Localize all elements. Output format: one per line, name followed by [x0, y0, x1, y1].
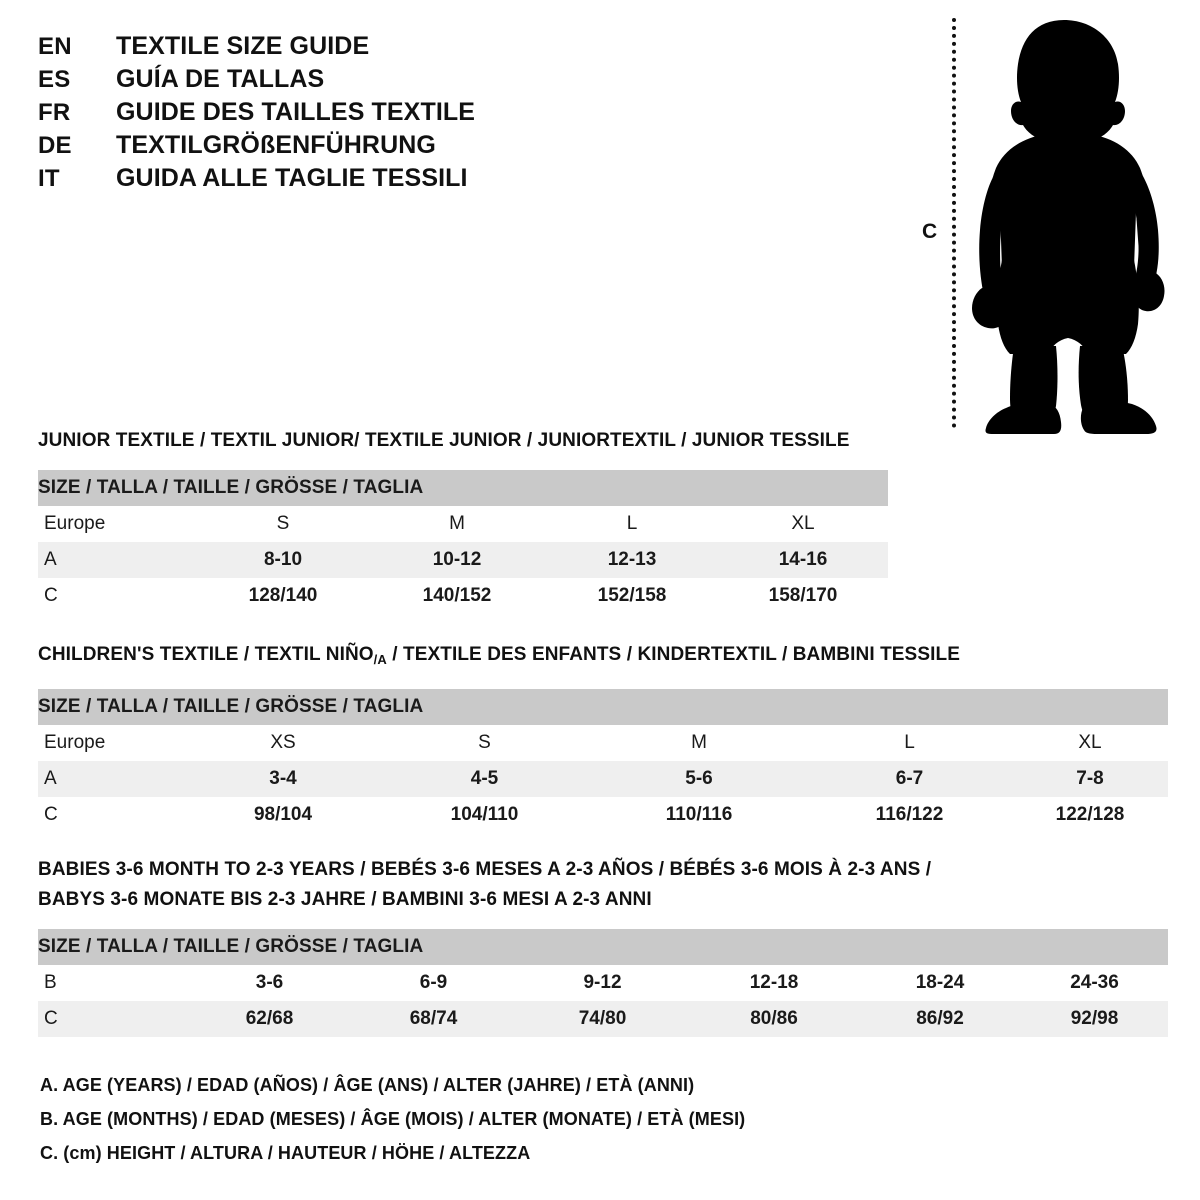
- babies-section-heading-line1: BABIES 3-6 MONTH TO 2-3 YEARS / BEBÉS 3-…: [38, 859, 932, 880]
- junior-size-l: L: [546, 506, 718, 542]
- legend-line-c: C. (cm) HEIGHT / ALTURA / HAUTEUR / HÖHE…: [40, 1143, 531, 1163]
- babies-age-col3: 9-12: [516, 965, 689, 1001]
- babies-row-label-b: B: [38, 965, 188, 1001]
- babies-age-col5: 18-24: [859, 965, 1021, 1001]
- height-dotted-line: [952, 18, 956, 428]
- babies-height-col5: 86/92: [859, 1001, 1021, 1037]
- babies-section-heading-line2: BABYS 3-6 MONATE BIS 2-3 JAHRE / BAMBINI…: [38, 889, 652, 910]
- children-section-heading: CHILDREN'S TEXTILE / TEXTIL NIÑO/A / TEX…: [38, 640, 1168, 675]
- children-age-xl: 7-8: [1012, 761, 1168, 797]
- babies-size-table: SIZE / TALLA / TAILLE / GRÖSSE / TAGLIA …: [38, 929, 1168, 1037]
- junior-size-m: M: [368, 506, 546, 542]
- babies-height-col2: 68/74: [351, 1001, 516, 1037]
- babies-section: BABIES 3-6 MONTH TO 2-3 YEARS / BEBÉS 3-…: [38, 855, 1168, 1037]
- junior-age-s: 8-10: [198, 542, 368, 578]
- language-code-en: EN: [38, 33, 72, 60]
- language-row-it: IT GUIDA ALLE TAGLIE TESSILI: [38, 164, 558, 197]
- legend-line-b: B. AGE (MONTHS) / EDAD (MESES) / ÂGE (MO…: [40, 1109, 746, 1129]
- junior-section-heading: JUNIOR TEXTILE / TEXTIL JUNIOR/ TEXTILE …: [38, 430, 850, 451]
- children-size-xs: XS: [188, 725, 378, 761]
- table-row: Europe S M L XL: [38, 506, 888, 542]
- children-heading-subscript: /A: [373, 652, 387, 667]
- junior-height-xl: 158/170: [718, 578, 888, 614]
- height-measure-label: C: [922, 220, 938, 243]
- language-code-fr: FR: [38, 99, 71, 126]
- language-code-it: IT: [38, 165, 60, 192]
- children-heading-pre: CHILDREN'S TEXTILE / TEXTIL NIÑO: [38, 644, 374, 665]
- junior-height-s: 128/140: [198, 578, 368, 614]
- children-height-xs: 98/104: [188, 797, 378, 833]
- children-row-label-c: C: [38, 797, 188, 833]
- babies-table-band-row: SIZE / TALLA / TAILLE / GRÖSSE / TAGLIA: [38, 929, 1168, 965]
- language-code-es: ES: [38, 66, 71, 93]
- language-row-en: EN TEXTILE SIZE GUIDE: [38, 32, 558, 65]
- language-title-block: EN TEXTILE SIZE GUIDE ES GUÍA DE TALLAS …: [38, 32, 558, 197]
- babies-age-col1: 3-6: [188, 965, 351, 1001]
- table-row: C 62/68 68/74 74/80 80/86 86/92 92/98: [38, 1001, 1168, 1037]
- children-age-l: 6-7: [807, 761, 1012, 797]
- language-title-it: GUIDA ALLE TAGLIE TESSILI: [116, 164, 468, 192]
- children-size-s: S: [378, 725, 591, 761]
- babies-height-col6: 92/98: [1021, 1001, 1168, 1037]
- language-row-de: DE TEXTILGRÖßENFÜHRUNG: [38, 131, 558, 164]
- junior-row-label-europe: Europe: [38, 506, 198, 542]
- babies-band-label: SIZE / TALLA / TAILLE / GRÖSSE / TAGLIA: [38, 929, 1168, 965]
- children-age-m: 5-6: [591, 761, 807, 797]
- children-table-band-row: SIZE / TALLA / TAILLE / GRÖSSE / TAGLIA: [38, 689, 1168, 725]
- junior-row-label-c: C: [38, 578, 198, 614]
- junior-height-l: 152/158: [546, 578, 718, 614]
- children-height-m: 110/116: [591, 797, 807, 833]
- children-band-label: SIZE / TALLA / TAILLE / GRÖSSE / TAGLIA: [38, 689, 1168, 725]
- table-row: B 3-6 6-9 9-12 12-18 18-24 24-36: [38, 965, 1168, 1001]
- junior-size-table: SIZE / TALLA / TAILLE / GRÖSSE / TAGLIA …: [38, 470, 888, 614]
- children-age-xs: 3-4: [188, 761, 378, 797]
- babies-age-col6: 24-36: [1021, 965, 1168, 1001]
- table-row: A 8-10 10-12 12-13 14-16: [38, 542, 888, 578]
- language-title-es: GUÍA DE TALLAS: [116, 65, 325, 93]
- junior-section: JUNIOR TEXTILE / TEXTIL JUNIOR/ TEXTILE …: [38, 426, 888, 614]
- children-row-label-a: A: [38, 761, 188, 797]
- junior-age-m: 10-12: [368, 542, 546, 578]
- babies-height-col4: 80/86: [689, 1001, 859, 1037]
- children-row-label-europe: Europe: [38, 725, 188, 761]
- babies-age-col2: 6-9: [351, 965, 516, 1001]
- children-height-s: 104/110: [378, 797, 591, 833]
- junior-size-s: S: [198, 506, 368, 542]
- babies-row-label-c: C: [38, 1001, 188, 1037]
- language-row-fr: FR GUIDE DES TAILLES TEXTILE: [38, 98, 558, 131]
- toddler-silhouette-icon: [972, 20, 1165, 434]
- language-code-de: DE: [38, 132, 72, 159]
- legend-line-a: A. AGE (YEARS) / EDAD (AÑOS) / ÂGE (ANS)…: [40, 1075, 695, 1095]
- junior-size-xl: XL: [718, 506, 888, 542]
- babies-age-col4: 12-18: [689, 965, 859, 1001]
- children-size-m: M: [591, 725, 807, 761]
- children-height-xl: 122/128: [1012, 797, 1168, 833]
- junior-table-band-row: SIZE / TALLA / TAILLE / GRÖSSE / TAGLIA: [38, 470, 888, 506]
- junior-row-label-a: A: [38, 542, 198, 578]
- junior-age-l: 12-13: [546, 542, 718, 578]
- table-row: Europe XS S M L XL: [38, 725, 1168, 761]
- height-figure: C: [900, 8, 1190, 438]
- language-title-fr: GUIDE DES TAILLES TEXTILE: [116, 98, 476, 126]
- legend-block: A. AGE (YEARS) / EDAD (AÑOS) / ÂGE (ANS)…: [40, 1068, 940, 1170]
- children-size-l: L: [807, 725, 1012, 761]
- children-size-xl: XL: [1012, 725, 1168, 761]
- children-section: CHILDREN'S TEXTILE / TEXTIL NIÑO/A / TEX…: [38, 640, 1168, 833]
- junior-height-m: 140/152: [368, 578, 546, 614]
- table-row: A 3-4 4-5 5-6 6-7 7-8: [38, 761, 1168, 797]
- babies-height-col1: 62/68: [188, 1001, 351, 1037]
- table-row: C 98/104 104/110 110/116 116/122 122/128: [38, 797, 1168, 833]
- children-height-l: 116/122: [807, 797, 1012, 833]
- table-row: C 128/140 140/152 152/158 158/170: [38, 578, 888, 614]
- babies-height-col3: 74/80: [516, 1001, 689, 1037]
- junior-band-label: SIZE / TALLA / TAILLE / GRÖSSE / TAGLIA: [38, 470, 888, 506]
- junior-age-xl: 14-16: [718, 542, 888, 578]
- children-heading-post: / TEXTILE DES ENFANTS / KINDERTEXTIL / B…: [386, 644, 960, 665]
- language-row-es: ES GUÍA DE TALLAS: [38, 65, 558, 98]
- language-title-de: TEXTILGRÖßENFÜHRUNG: [116, 131, 436, 159]
- children-age-s: 4-5: [378, 761, 591, 797]
- children-size-table: SIZE / TALLA / TAILLE / GRÖSSE / TAGLIA …: [38, 689, 1168, 833]
- language-title-en: TEXTILE SIZE GUIDE: [116, 32, 370, 60]
